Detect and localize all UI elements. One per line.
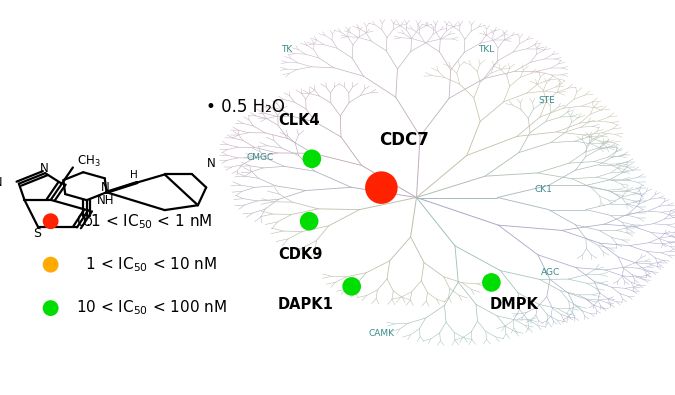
Text: CK1: CK1	[535, 185, 552, 194]
Text: O: O	[82, 216, 92, 229]
Point	[376, 184, 387, 191]
Text: 1 < IC$_{50}$ < 10 nM: 1 < IC$_{50}$ < 10 nM	[76, 255, 217, 274]
Text: HN: HN	[0, 176, 3, 189]
Point	[346, 283, 357, 290]
Text: STE: STE	[539, 96, 555, 105]
Text: TK: TK	[281, 45, 292, 54]
Point	[45, 261, 56, 268]
Text: N: N	[207, 158, 216, 170]
Point	[304, 218, 315, 224]
Text: DAPK1: DAPK1	[277, 297, 333, 312]
Point	[45, 218, 56, 224]
Point	[486, 279, 497, 286]
Text: • 0.5 H₂O: • 0.5 H₂O	[206, 98, 285, 116]
Text: CMGC: CMGC	[246, 154, 273, 162]
Text: CH$_3$: CH$_3$	[77, 154, 101, 169]
Text: 0.1 < IC$_{50}$ < 1 nM: 0.1 < IC$_{50}$ < 1 nM	[76, 212, 213, 231]
Text: H: H	[130, 170, 138, 180]
Text: NH: NH	[97, 194, 114, 207]
Text: CAMK: CAMK	[369, 329, 394, 338]
Text: N: N	[101, 181, 109, 194]
Text: CDK9: CDK9	[278, 247, 323, 262]
Text: TKL: TKL	[478, 45, 494, 54]
Text: AGC: AGC	[541, 268, 560, 277]
Text: N: N	[39, 162, 48, 175]
Text: S: S	[33, 227, 41, 240]
Text: 10 < IC$_{50}$ < 100 nM: 10 < IC$_{50}$ < 100 nM	[76, 299, 227, 318]
Text: DMPK: DMPK	[490, 297, 539, 312]
Text: CDC7: CDC7	[379, 131, 429, 149]
Point	[306, 156, 317, 162]
Point	[45, 305, 56, 311]
Text: CLK4: CLK4	[278, 113, 320, 128]
